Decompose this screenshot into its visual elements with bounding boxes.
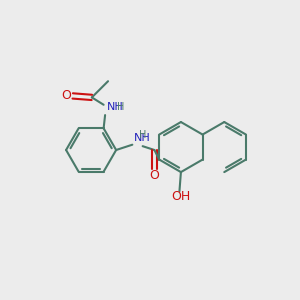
Text: H: H bbox=[139, 130, 146, 140]
Text: NH: NH bbox=[134, 133, 151, 143]
Text: H: H bbox=[118, 101, 125, 112]
Text: O: O bbox=[61, 89, 71, 102]
Text: NH: NH bbox=[106, 101, 123, 112]
Text: O: O bbox=[149, 169, 159, 182]
Text: OH: OH bbox=[171, 190, 190, 203]
